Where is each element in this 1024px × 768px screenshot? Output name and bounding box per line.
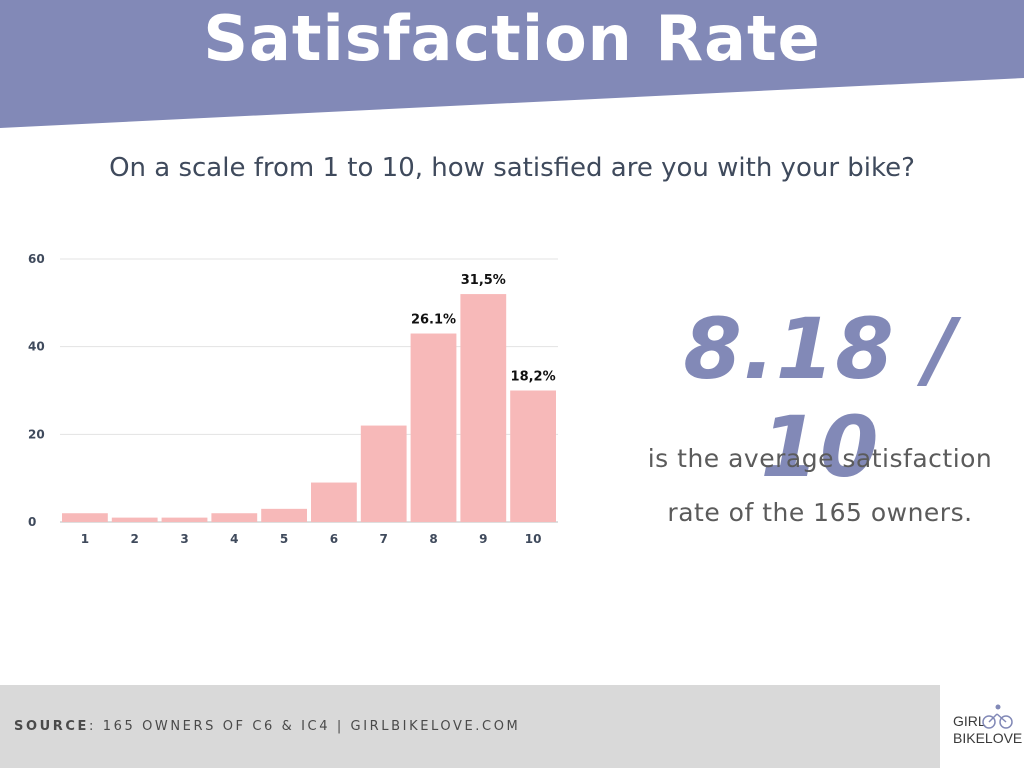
- logo-line-2: BIKELOVE: [953, 730, 1022, 746]
- y-tick-label: 20: [28, 427, 45, 441]
- x-tick-label: 3: [180, 532, 188, 546]
- data-label-9: 31,5%: [461, 273, 506, 288]
- x-tick-label: 6: [330, 532, 338, 546]
- survey-question: On a scale from 1 to 10, how satisfied a…: [109, 153, 915, 183]
- caption-line-1: is the average satisfaction: [647, 444, 993, 473]
- bar-1: [62, 513, 108, 522]
- satisfaction-chart: 0 20 40 60 1 2 3 4 5 6 7 8 26.1% 9 31,5% 10 18,2%: [20, 245, 580, 559]
- x-tick-label: 1: [81, 532, 89, 546]
- bar-2: [111, 517, 158, 522]
- chart-svg: 0 20 40 60 1 2 3 4 5 6 7 8 26.1% 9 31,5% 10 18,2%: [28, 252, 558, 546]
- bar-10: [510, 390, 556, 522]
- source-note: SOURCE: 165 OWNERS OF C6 & IC4 | GIRLBIK…: [14, 719, 520, 734]
- x-tick-label: 2: [131, 532, 139, 546]
- footer-bar: SOURCE: 165 OWNERS OF C6 & IC4 | GIRLBIK…: [0, 685, 940, 768]
- x-tick-label: 5: [280, 532, 288, 546]
- x-tick-label: 10: [525, 532, 542, 546]
- y-tick-label: 60: [28, 252, 45, 266]
- logo-line-1: GIRL: [953, 713, 986, 729]
- bar-7: [360, 425, 407, 522]
- title-banner: Satisfaction Rate: [0, 0, 1024, 130]
- bar-6: [311, 482, 357, 522]
- data-label-8: 26.1%: [411, 313, 456, 328]
- y-tick-label: 0: [28, 515, 36, 529]
- x-tick-label: 9: [479, 532, 487, 546]
- x-tick-label: 7: [380, 532, 388, 546]
- bar-5: [261, 508, 307, 522]
- average-caption: is the average satisfaction rate of the …: [620, 432, 1020, 540]
- girlbikelove-logo: GIRL BIKELOVE: [940, 685, 1024, 768]
- caption-line-2: rate of the 165 owners.: [667, 498, 973, 527]
- bar-9: [460, 294, 507, 522]
- bar-3: [161, 517, 208, 522]
- bar-8: [410, 333, 457, 522]
- bike-logo-icon: GIRL BIKELOVE: [953, 704, 1022, 746]
- y-tick-label: 40: [28, 340, 45, 354]
- x-tick-label: 8: [429, 532, 437, 546]
- page-title: Satisfaction Rate: [203, 2, 821, 75]
- source-text: : 165 OWNERS OF C6 & IC4 | GIRLBIKELOVE.…: [89, 719, 521, 734]
- bar-4: [211, 513, 258, 522]
- banner-shape: [0, 0, 1024, 128]
- average-score: 8.18 / 10: [683, 300, 957, 496]
- data-label-10: 18,2%: [511, 370, 556, 385]
- x-tick-label: 4: [230, 532, 238, 546]
- source-label: SOURCE: [14, 719, 90, 734]
